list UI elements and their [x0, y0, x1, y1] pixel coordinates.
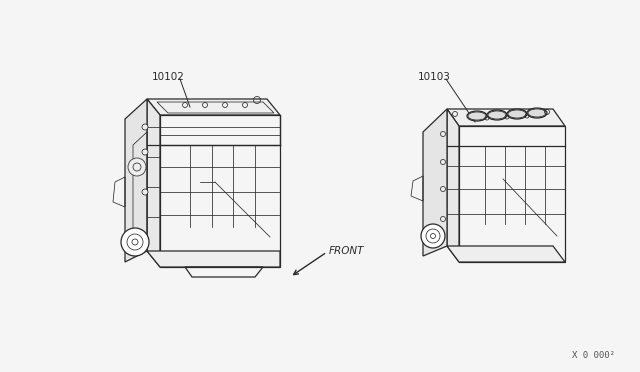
Ellipse shape [487, 110, 507, 120]
Text: 10102: 10102 [152, 72, 185, 82]
Polygon shape [423, 109, 447, 256]
Polygon shape [147, 99, 280, 115]
Text: X 0 000²: X 0 000² [572, 351, 615, 360]
Polygon shape [447, 246, 565, 262]
Circle shape [440, 186, 445, 192]
Circle shape [421, 224, 445, 248]
Circle shape [142, 124, 148, 130]
Text: FRONT: FRONT [329, 246, 365, 256]
Polygon shape [447, 109, 459, 262]
Circle shape [142, 189, 148, 195]
Polygon shape [160, 115, 280, 267]
Circle shape [440, 217, 445, 221]
Polygon shape [459, 126, 565, 262]
Polygon shape [125, 99, 147, 262]
Circle shape [440, 160, 445, 164]
Ellipse shape [527, 108, 547, 118]
Polygon shape [447, 109, 565, 126]
Circle shape [440, 131, 445, 137]
Circle shape [142, 149, 148, 155]
Circle shape [128, 158, 146, 176]
Circle shape [121, 228, 149, 256]
Text: 10103: 10103 [418, 72, 451, 82]
Polygon shape [147, 99, 160, 267]
Polygon shape [147, 251, 280, 267]
Ellipse shape [507, 109, 527, 119]
Ellipse shape [467, 111, 487, 121]
